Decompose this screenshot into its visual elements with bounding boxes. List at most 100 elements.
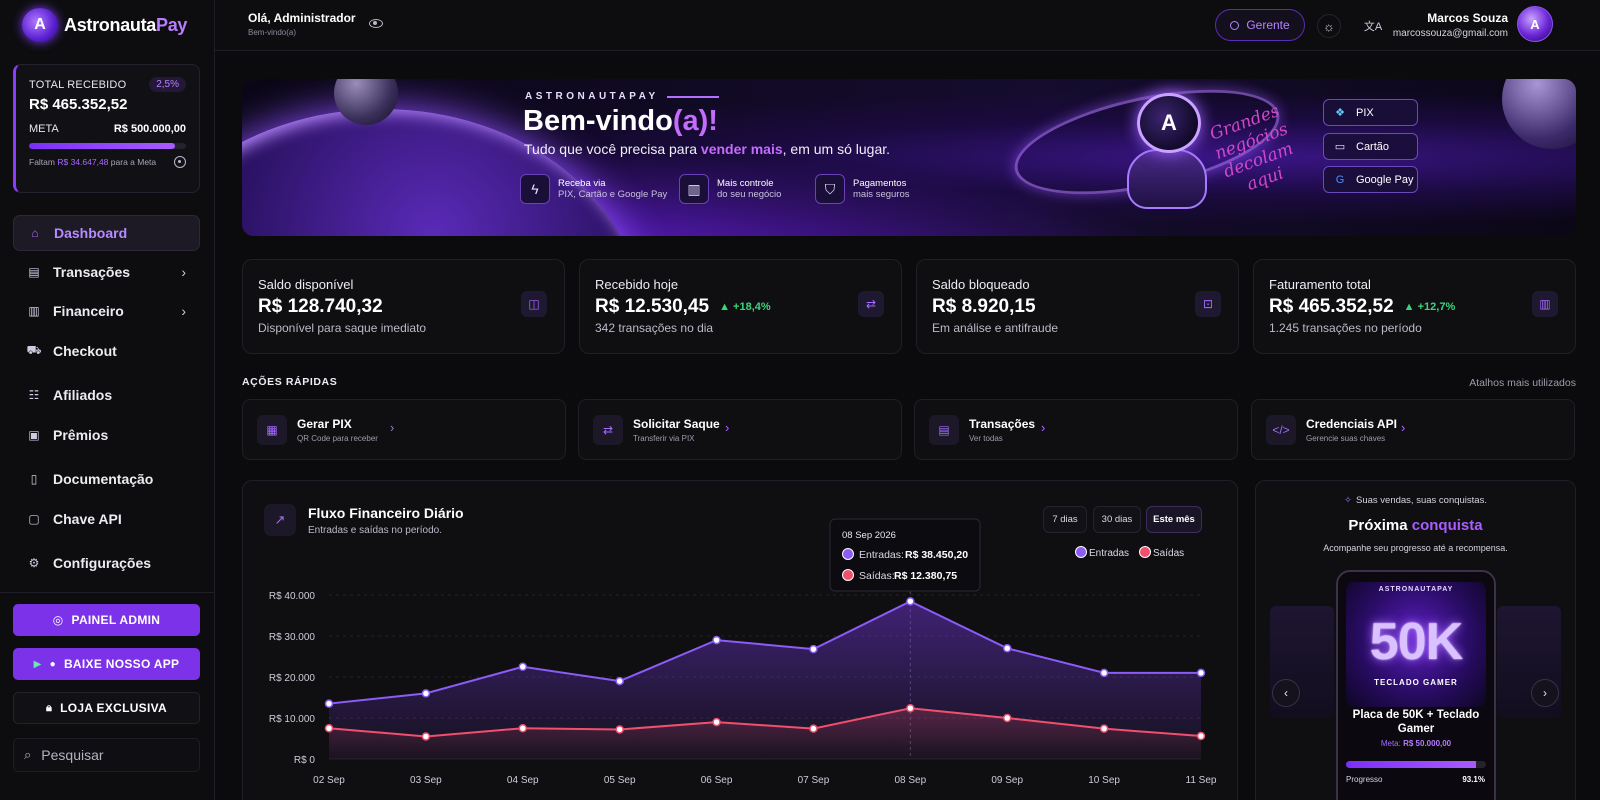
banner-title-a: Bem-vindo — [523, 105, 673, 137]
sidebar-item-afiliados[interactable]: ☷ Afiliados — [13, 377, 200, 413]
stat-label: Faturamento total — [1269, 277, 1371, 292]
greeting-subtitle: Bem-vindo(a) — [248, 28, 297, 37]
legend-swatch — [1075, 546, 1087, 558]
sidebar: A AstronautaPay TOTAL RECEBIDO 2,5% R$ 4… — [0, 0, 215, 800]
data-point-entradas — [712, 635, 721, 645]
download-app-button[interactable]: ▶ ● BAIXE NOSSO APP — [13, 648, 200, 680]
exclusive-store-label: LOJA EXCLUSIVA — [60, 701, 168, 715]
user-info[interactable]: Marcos Souza marcossouza@gmail.com — [1393, 11, 1508, 39]
tooltip-label: Entradas: — [859, 549, 904, 561]
quick-action-credenciais-api[interactable]: </> Credenciais API Gerencie suas chaves › — [1251, 399, 1575, 460]
greeting: Olá, Administrador Bem-vindo(a) — [248, 11, 356, 37]
sidebar-item-premios[interactable]: ▣ Prêmios — [13, 417, 200, 453]
astronaut-helmet: A — [1137, 93, 1201, 153]
reward-title-a: Próxima — [1348, 517, 1408, 534]
stat-value-row: R$ 8.920,15 — [932, 296, 1223, 318]
sidebar-item-transacoes[interactable]: ▤ Transações › — [13, 254, 200, 290]
range-button-este-mes[interactable]: Este mês — [1146, 506, 1202, 533]
stat-value: R$ 128.740,32 — [258, 296, 383, 317]
card-icon: ▭ — [1334, 141, 1346, 153]
quick-action-subtitle: Gerencie suas chaves — [1306, 434, 1386, 443]
y-tick-label: R$ 10.000 — [269, 714, 316, 725]
sidebar-item-checkout[interactable]: ⛟ Checkout — [13, 333, 200, 369]
chevron-right-icon: › — [1401, 420, 1406, 435]
sidebar-item-label: Prêmios — [53, 427, 109, 443]
data-point-saídas — [809, 724, 818, 733]
exclusive-store-button[interactable]: 🔒︎ LOJA EXCLUSIVA — [13, 692, 200, 724]
series-line-saídas — [328, 707, 1202, 738]
admin-panel-button[interactable]: ◎ PAINEL ADMIN — [13, 604, 200, 636]
avatar[interactable]: A — [1517, 6, 1553, 42]
quick-action-name: Solicitar Saque — [633, 417, 720, 431]
banner-feature: ▥ Mais controle do seu negócio — [679, 174, 781, 204]
sidebar-search[interactable]: ⌕ Pesquisar — [13, 738, 200, 772]
sidebar-item-label: Transações — [53, 264, 131, 280]
sidebar-item-dashboard[interactable]: ⌂ Dashboard — [13, 215, 200, 251]
data-point-saídas — [1099, 724, 1109, 733]
goal-label: TOTAL RECEBIDO — [29, 78, 127, 91]
y-tick-label: R$ 30.000 — [269, 632, 316, 643]
chevron-right-icon: › — [181, 264, 186, 280]
code-icon: </> — [1266, 415, 1296, 445]
goal-remaining: Faltam R$ 34.647,48 para a Meta — [29, 157, 156, 167]
gear-icon: ⚙ — [28, 556, 40, 570]
stat-value-row: R$ 465.352,52 ▲ +12,7% — [1269, 296, 1560, 318]
pay-method-google-pay[interactable]: G Google Pay — [1323, 166, 1418, 193]
quick-action-transacoes[interactable]: ▤ Transações Ver todas › — [914, 399, 1238, 460]
reward-meta-value: R$ 50.000,00 — [1403, 739, 1452, 748]
stat-footnote: Em análise e antifraude — [932, 321, 1059, 335]
bank-icon: ▥ — [28, 304, 40, 318]
document-icon: ▯ — [30, 472, 38, 486]
chart-icon: ▥ — [1532, 291, 1558, 317]
data-point-saídas — [518, 724, 528, 733]
theme-toggle-sun-icon[interactable]: ☼ — [1317, 14, 1341, 38]
range-button-30-dias[interactable]: 30 dias — [1093, 506, 1141, 533]
x-tick-label: 06 Sep — [701, 775, 733, 786]
pay-method-pix[interactable]: ❖ PIX — [1323, 99, 1418, 126]
eye-icon[interactable] — [369, 19, 383, 28]
data-point-entradas — [324, 699, 334, 708]
stat-value: R$ 8.920,15 — [932, 296, 1036, 317]
reward-meta: Meta: R$ 50.000,00 — [1338, 739, 1494, 748]
chevron-left-icon: ‹ — [1284, 686, 1288, 700]
reward-progress-fill — [1346, 761, 1477, 768]
sidebar-item-label: Dashboard — [54, 225, 128, 241]
stat-card: Saldo bloqueado R$ 8.920,15 Em análise e a… — [916, 259, 1239, 354]
cashflow-chart-card: R$ 0 R$ 10.000 R$ 20.000 R$ 30.000 R$ 40.000… — [242, 480, 1238, 800]
brand-logo[interactable]: A AstronautaPay — [22, 8, 187, 42]
banner-feature-text: Mais controle do seu negócio — [717, 178, 781, 200]
sidebar-item-documentacao[interactable]: ▯ Documentação — [13, 461, 200, 497]
users-icon: ☷ — [28, 388, 40, 402]
stat-value-row: R$ 12.530,45 ▲ +18,4% — [595, 296, 886, 318]
language-icon[interactable]: 文A — [1363, 21, 1383, 33]
data-point-entradas — [809, 644, 818, 654]
reward-tagline-text: Suas vendas, suas conquistas. — [1356, 495, 1487, 506]
target-icon — [174, 156, 186, 168]
pay-method-label: PIX — [1356, 106, 1374, 119]
range-button-7-dias[interactable]: 7 dias — [1043, 506, 1087, 533]
welcome-banner: A Grandes negócios decolam aqui ASTRONAU… — [242, 79, 1576, 236]
carousel-next-button[interactable]: › — [1531, 679, 1559, 707]
quick-action-gerar-pix[interactable]: ▦ Gerar PIX QR Code para receber › — [242, 399, 566, 460]
reward-phone-preview: ASTRONAUTAPAY 50K TECLADO GAMER Placa de… — [1336, 570, 1496, 800]
astronaut-illustration: A — [1087, 89, 1237, 234]
sidebar-item-label: Afiliados — [53, 387, 113, 403]
chevron-right-icon: › — [1543, 686, 1547, 700]
sidebar-item-chave-api[interactable]: ▢ Chave API — [13, 501, 200, 537]
banner-feature: ϟ Receba via PIX, Cartão e Google Pay — [520, 174, 667, 204]
sidebar-item-configuracoes[interactable]: ⚙ Configurações — [13, 545, 200, 581]
carousel-prev-button[interactable]: ‹ — [1272, 679, 1300, 707]
quick-action-solicitar-saque[interactable]: ⇄ Solicitar Saque Transferir via PIX › — [578, 399, 902, 460]
sidebar-item-label: Documentação — [53, 471, 154, 487]
transfer-icon: ⇄ — [858, 291, 884, 317]
goal-foot-a: Faltam — [29, 157, 55, 167]
planet-right-illustration — [1502, 79, 1576, 149]
stat-delta: ▲ +18,4% — [719, 301, 771, 313]
pay-method-cartão[interactable]: ▭ Cartão — [1323, 133, 1418, 160]
banner-sub-c: , em um só lugar. — [782, 141, 891, 157]
sidebar-item-financeiro[interactable]: ▥ Financeiro › — [13, 293, 200, 329]
quick-action-subtitle: Ver todas — [969, 434, 1003, 443]
search-icon: ⌕ — [24, 747, 32, 762]
pay-method-label: Google Pay — [1356, 173, 1414, 186]
role-button[interactable]: Gerente — [1215, 9, 1305, 41]
